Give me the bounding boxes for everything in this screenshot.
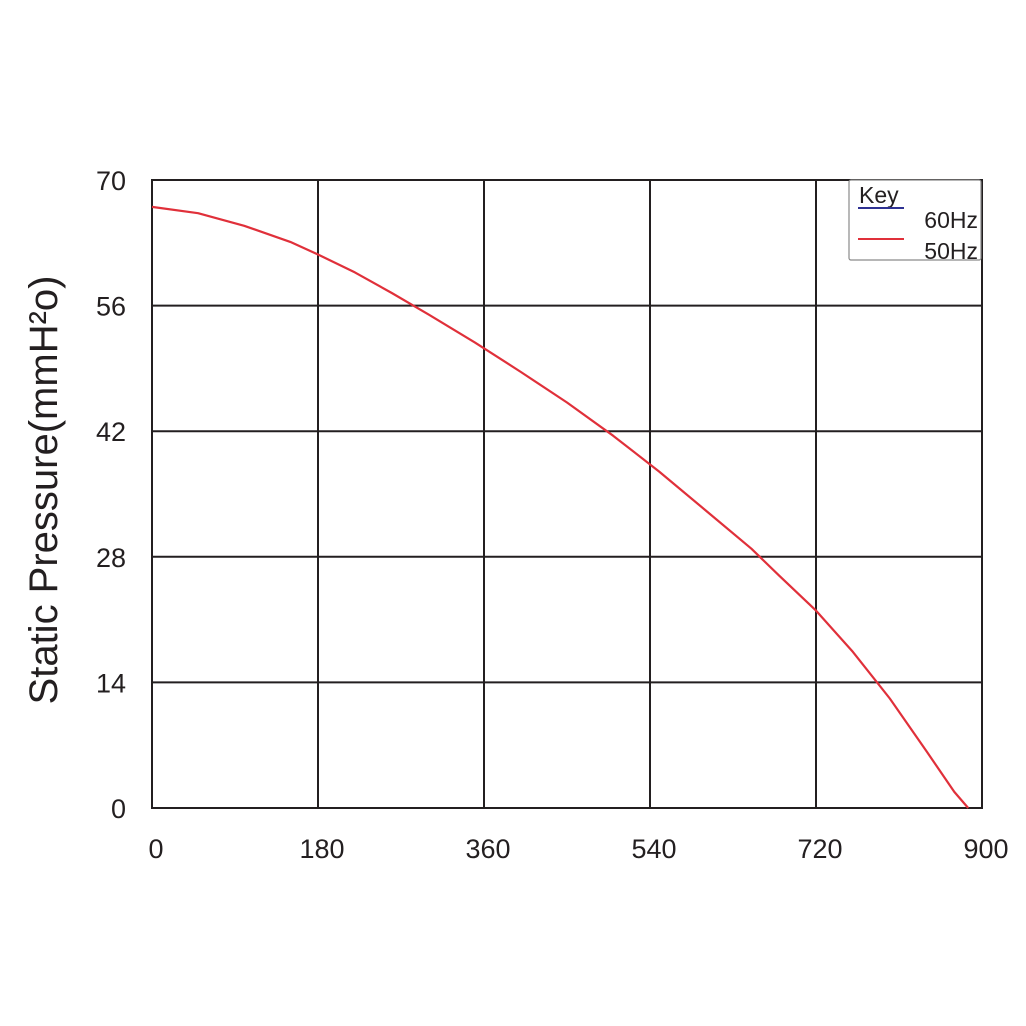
y-tick-label: 28 bbox=[96, 543, 126, 573]
legend-label-50hz: 50Hz bbox=[924, 238, 978, 264]
tick-labels: 0 180 360 540 720 900 0 14 28 42 56 70 bbox=[96, 166, 1009, 864]
legend-title: Key bbox=[859, 182, 899, 208]
y-tick-label: 56 bbox=[96, 292, 126, 322]
grid-layer bbox=[151, 179, 983, 809]
y-tick-label: 42 bbox=[96, 417, 126, 447]
y-tick-label: 14 bbox=[96, 668, 126, 698]
x-tick-label: 180 bbox=[299, 834, 344, 864]
x-tick-label: 0 bbox=[148, 834, 163, 864]
plot-frame bbox=[151, 179, 983, 809]
y-tick-label: 70 bbox=[96, 166, 126, 196]
y-axis-title: Static Pressure(mmH²o) bbox=[22, 276, 66, 705]
series-layer bbox=[151, 205, 970, 809]
x-tick-label: 900 bbox=[963, 834, 1008, 864]
legend-label-60hz: 60Hz bbox=[924, 207, 978, 233]
legend: Key 60Hz 50Hz bbox=[848, 179, 982, 264]
x-tick-label: 540 bbox=[631, 834, 676, 864]
y-tick-label: 0 bbox=[111, 794, 126, 824]
series-line-50hz bbox=[151, 205, 970, 809]
x-tick-label: 360 bbox=[465, 834, 510, 864]
x-tick-label: 720 bbox=[797, 834, 842, 864]
